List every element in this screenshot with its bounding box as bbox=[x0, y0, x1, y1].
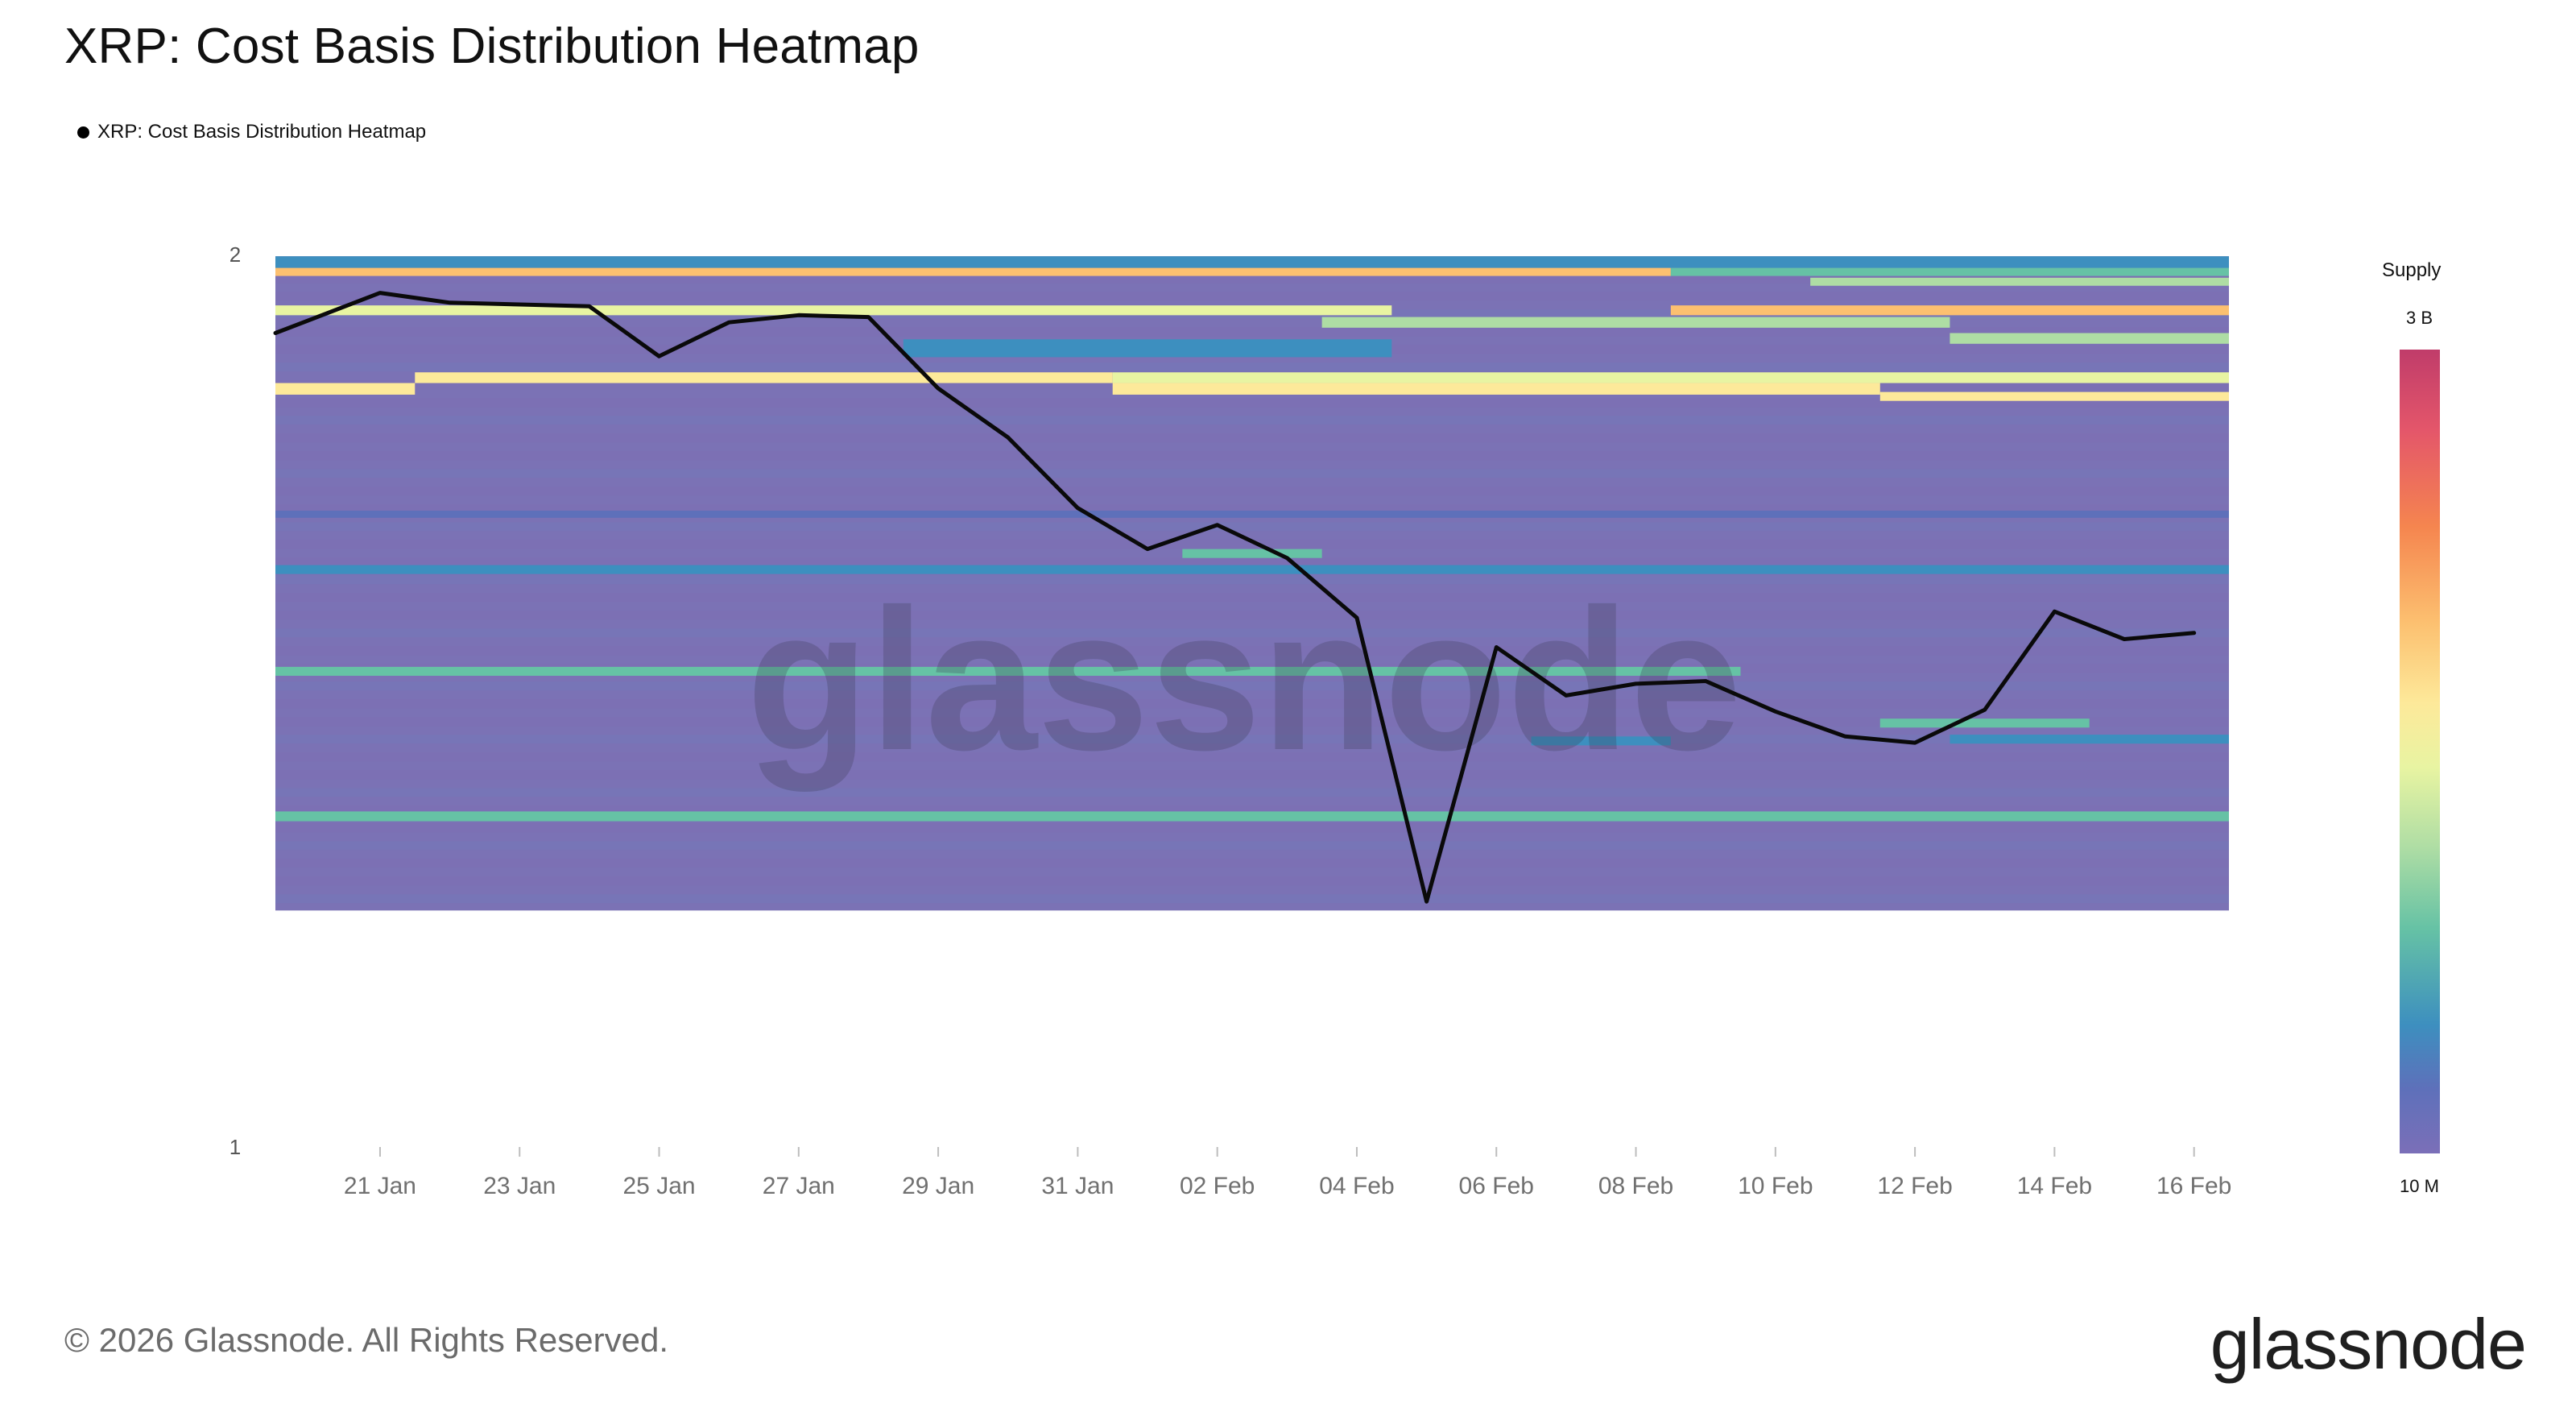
heatmap-texture-stripe bbox=[275, 469, 2229, 478]
heatmap-texture-stripe bbox=[275, 646, 2229, 656]
legend[interactable]: XRP: Cost Basis Distribution Heatmap bbox=[77, 121, 426, 143]
heatmap-texture-stripe bbox=[275, 575, 2229, 585]
chart-title: XRP: Cost Basis Distribution Heatmap bbox=[64, 19, 920, 74]
x-axis: 21 Jan 23 Jan 25 Jan 27 Jan 29 Jan 31 Jan 02 F… bbox=[344, 1147, 2231, 1199]
heatmap-band bbox=[1112, 372, 2229, 383]
x-tick-label: 08 Feb bbox=[1598, 1173, 1673, 1199]
heatmap-texture-stripe bbox=[275, 859, 2229, 868]
heatmap-texture-stripe bbox=[275, 451, 2229, 461]
heatmap-band bbox=[275, 256, 2229, 268]
heatmap-texture-stripe bbox=[275, 504, 2229, 514]
heatmap-texture-stripe bbox=[275, 540, 2229, 549]
heatmap-texture-stripe bbox=[275, 876, 2229, 886]
heatmap-band bbox=[275, 267, 1671, 276]
heatmap-band bbox=[1670, 305, 2229, 316]
heatmap-texture-stripe bbox=[275, 841, 2229, 851]
colorbar-max-label: 3 B bbox=[2406, 308, 2433, 328]
heatmap-band bbox=[1112, 383, 1880, 395]
heatmap-band bbox=[1531, 736, 1671, 746]
heatmap-texture-stripe bbox=[275, 274, 2229, 284]
colorbar-gradient bbox=[2400, 350, 2440, 1153]
x-tick-label: 16 Feb bbox=[2156, 1173, 2231, 1199]
heatmap-band bbox=[275, 666, 1741, 676]
legend-dot-icon bbox=[77, 126, 89, 139]
heatmap-texture-stripe bbox=[275, 433, 2229, 443]
heatmap-texture-stripe bbox=[275, 487, 2229, 496]
x-tick-label: 10 Feb bbox=[1738, 1173, 1813, 1199]
heatmap-band bbox=[275, 510, 2229, 518]
heatmap-band bbox=[1950, 333, 2229, 344]
colorbar-title: Supply bbox=[2382, 259, 2442, 281]
heatmap-band bbox=[275, 565, 2229, 574]
heatmap-band bbox=[275, 305, 1392, 316]
heatmap-band bbox=[275, 383, 416, 395]
heatmap-band bbox=[1879, 391, 2229, 401]
heatmap-texture-stripe bbox=[275, 362, 2229, 372]
heatmap-band bbox=[1810, 277, 2229, 286]
heatmap-texture-stripe bbox=[275, 894, 2229, 904]
heatmap-texture-stripe bbox=[275, 805, 2229, 815]
heatmap-texture-stripe bbox=[275, 717, 2229, 727]
heatmap-texture-stripe bbox=[275, 611, 2229, 620]
brand-logo: glassnode bbox=[2210, 1304, 2527, 1384]
colorbar-min-label: 10 M bbox=[2400, 1176, 2439, 1196]
heatmap-texture-stripe bbox=[275, 699, 2229, 709]
heatmap-bands bbox=[275, 256, 2229, 904]
heatmap-texture-stripe bbox=[275, 681, 2229, 691]
x-tick-label: 02 Feb bbox=[1180, 1173, 1255, 1199]
x-tick-label: 12 Feb bbox=[1877, 1173, 1952, 1199]
heatmap-texture-stripe bbox=[275, 522, 2229, 532]
y-axis: 21 bbox=[229, 242, 241, 1159]
heatmap-texture-stripe bbox=[275, 735, 2229, 744]
heatmap-texture-stripe bbox=[275, 823, 2229, 833]
heatmap-band bbox=[1321, 317, 1950, 328]
x-tick-label: 23 Jan bbox=[483, 1173, 556, 1199]
y-tick-label: 2 bbox=[229, 242, 241, 267]
heatmap-band bbox=[1670, 267, 2229, 276]
watermark-text: glassnode bbox=[746, 567, 1742, 792]
price-line bbox=[273, 291, 2197, 904]
copyright-text: © 2026 Glassnode. All Rights Reserved. bbox=[64, 1321, 669, 1359]
x-tick-label: 14 Feb bbox=[2017, 1173, 2092, 1199]
heatmap-band bbox=[415, 372, 1113, 383]
heatmap-texture-stripe bbox=[275, 628, 2229, 638]
heatmap-texture-stripe bbox=[275, 292, 2229, 301]
heatmap-texture-stripe bbox=[275, 788, 2229, 797]
heatmap-texture-stripe bbox=[275, 770, 2229, 780]
legend-label: XRP: Cost Basis Distribution Heatmap bbox=[97, 121, 427, 143]
heatmap-band bbox=[903, 339, 1392, 358]
x-tick-label: 27 Jan bbox=[763, 1173, 835, 1199]
x-tick-label: 25 Jan bbox=[622, 1173, 695, 1199]
heatmap-texture-stripe bbox=[275, 752, 2229, 762]
heatmap-texture-stripe bbox=[275, 416, 2229, 425]
x-tick-label: 06 Feb bbox=[1459, 1173, 1534, 1199]
heatmap-texture-stripe bbox=[275, 593, 2229, 602]
heatmap-band bbox=[275, 811, 2229, 822]
heatmap-texture-stripe bbox=[275, 557, 2229, 567]
heatmap-texture-stripe bbox=[275, 327, 2229, 337]
heatmap-texture-stripe bbox=[275, 398, 2229, 408]
heatmap-band bbox=[1182, 549, 1322, 558]
y-tick-label: 1 bbox=[229, 1135, 241, 1159]
x-tick-label: 21 Jan bbox=[344, 1173, 416, 1199]
x-tick-label: 04 Feb bbox=[1319, 1173, 1394, 1199]
heatmap-band bbox=[1950, 735, 2229, 744]
x-tick-label: 31 Jan bbox=[1041, 1173, 1114, 1199]
x-tick-label: 29 Jan bbox=[902, 1173, 974, 1199]
heatmap-band bbox=[1879, 718, 2090, 728]
